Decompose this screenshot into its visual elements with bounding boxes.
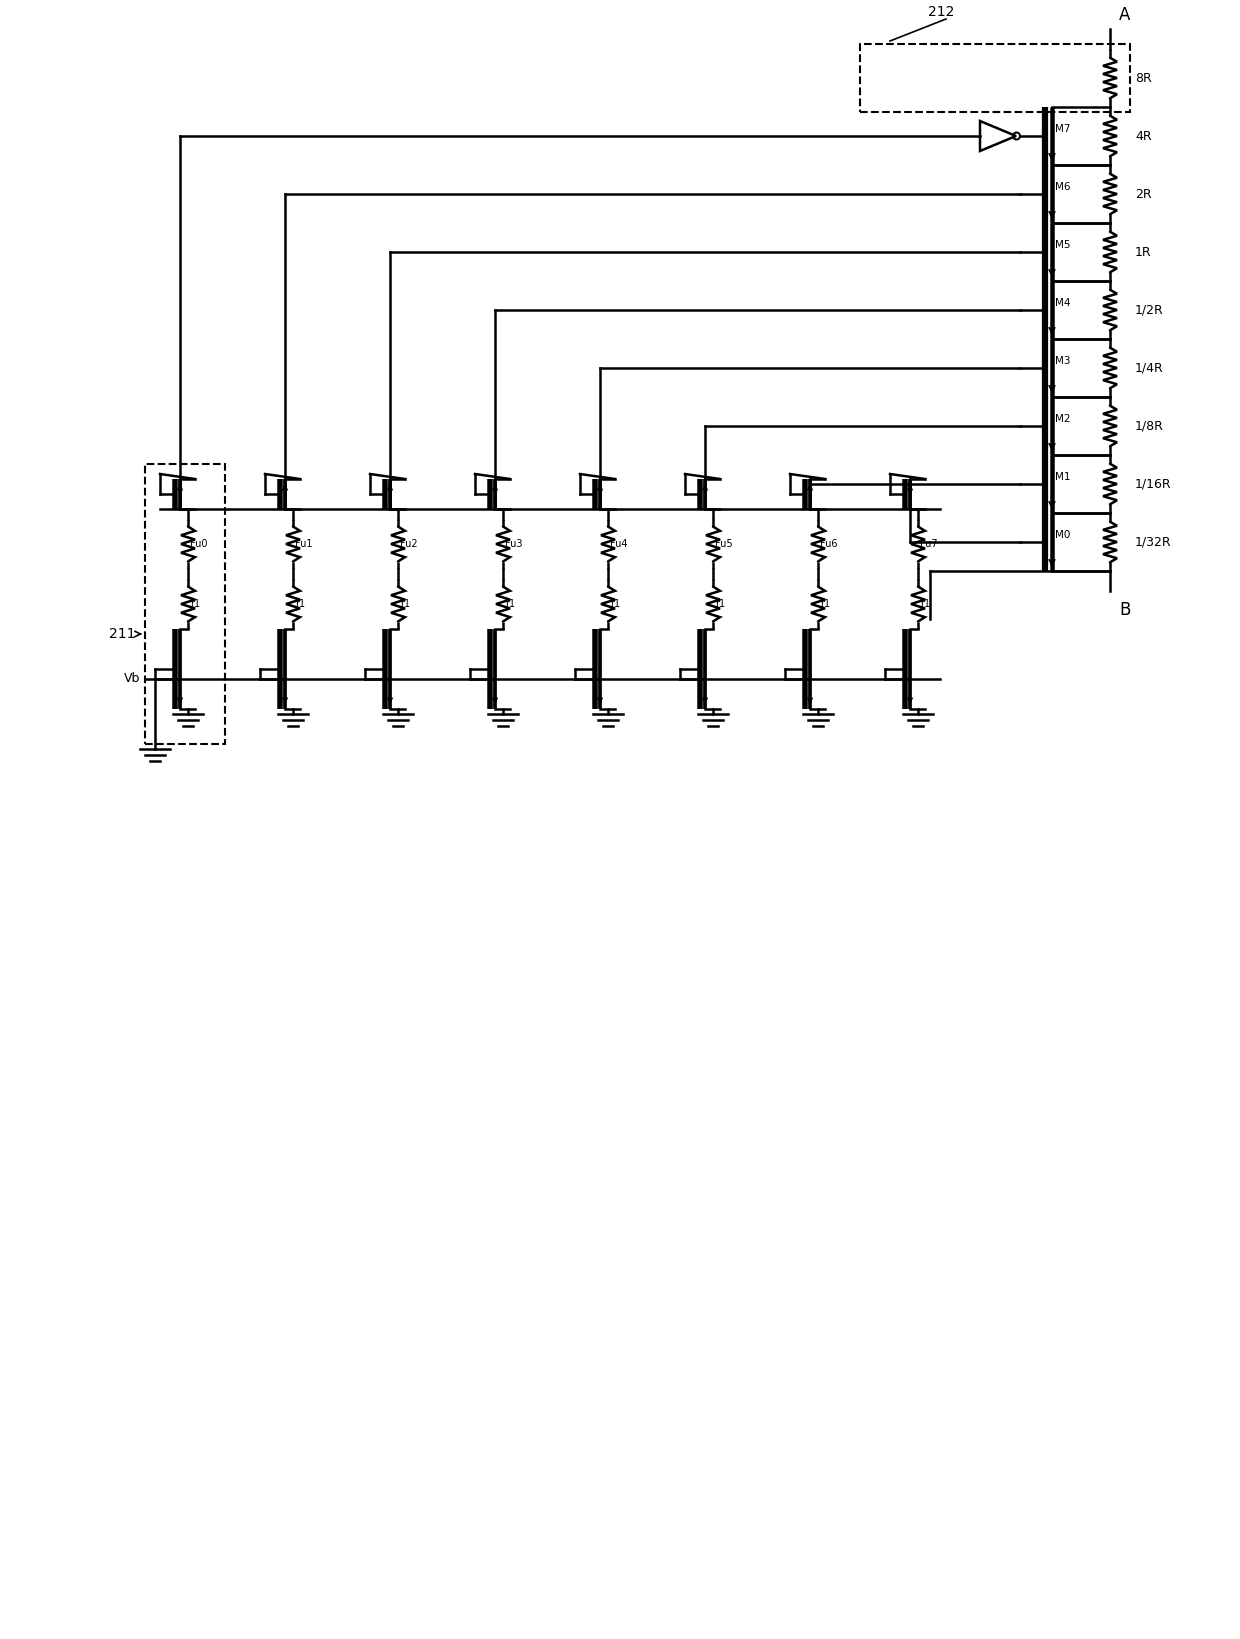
Text: Fu6: Fu6: [820, 539, 837, 549]
Bar: [861, 44, 1130, 111]
Text: r1: r1: [920, 598, 930, 610]
Text: Fu1: Fu1: [295, 539, 312, 549]
Text: Vb: Vb: [124, 672, 140, 685]
Text: 2R: 2R: [1135, 187, 1152, 200]
Text: M1: M1: [1055, 472, 1070, 482]
Text: Fu5: Fu5: [715, 539, 733, 549]
Text: M2: M2: [1055, 415, 1070, 425]
Text: r1: r1: [295, 598, 305, 610]
Text: M6: M6: [1055, 182, 1070, 192]
Text: 211: 211: [109, 628, 135, 641]
Text: r1: r1: [190, 598, 200, 610]
Text: 1/2R: 1/2R: [1135, 303, 1164, 316]
Text: M4: M4: [1055, 298, 1070, 308]
Text: 1R: 1R: [1135, 246, 1152, 259]
Text: r1: r1: [401, 598, 410, 610]
Text: Fu7: Fu7: [920, 539, 937, 549]
Text: Fu4: Fu4: [610, 539, 627, 549]
Text: 4R: 4R: [1135, 129, 1152, 143]
Text: r1: r1: [715, 598, 725, 610]
Text: 212: 212: [928, 5, 955, 20]
Text: r1: r1: [820, 598, 830, 610]
Text: M5: M5: [1055, 239, 1070, 251]
Text: 8R: 8R: [1135, 72, 1152, 85]
Text: Fu0: Fu0: [190, 539, 207, 549]
Text: r1: r1: [505, 598, 515, 610]
Text: M7: M7: [1055, 125, 1070, 134]
Text: Fu3: Fu3: [505, 539, 522, 549]
Text: Fu2: Fu2: [401, 539, 418, 549]
Text: 1/32R: 1/32R: [1135, 536, 1172, 549]
Text: 1/4R: 1/4R: [1135, 362, 1164, 374]
Text: B: B: [1120, 602, 1131, 620]
Text: 1/8R: 1/8R: [1135, 420, 1164, 433]
Text: M3: M3: [1055, 356, 1070, 365]
Text: r1: r1: [610, 598, 620, 610]
Text: A: A: [1120, 7, 1131, 25]
Text: M0: M0: [1055, 529, 1070, 539]
Text: 1/16R: 1/16R: [1135, 477, 1172, 490]
Bar: [145, 464, 224, 744]
